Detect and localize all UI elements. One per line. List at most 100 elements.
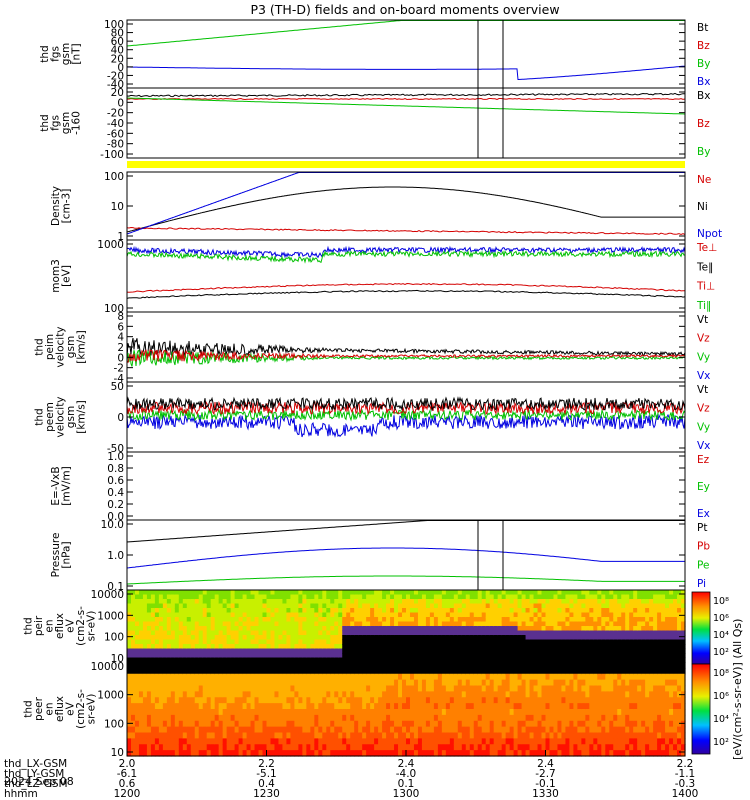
heatmap-cell bbox=[234, 673, 240, 681]
heatmap-cell bbox=[302, 635, 307, 641]
heatmap-cell bbox=[294, 603, 299, 609]
heatmap-cell bbox=[525, 603, 531, 609]
y-tick-label: 10000 bbox=[91, 661, 124, 673]
heatmap-cell bbox=[146, 657, 152, 663]
heatmap-cell bbox=[298, 703, 303, 710]
heatmap-cell bbox=[194, 644, 200, 650]
heatmap-cell bbox=[218, 599, 224, 605]
heatmap-cell bbox=[561, 697, 567, 704]
heatmap-cell bbox=[477, 639, 483, 645]
heatmap-cell bbox=[338, 732, 343, 739]
heatmap-cell bbox=[433, 590, 439, 596]
heatmap-cell bbox=[130, 673, 136, 681]
heatmap-cell bbox=[521, 685, 527, 692]
heatmap-cell bbox=[489, 594, 495, 600]
heatmap-cell bbox=[406, 608, 411, 614]
heatmap-cell bbox=[505, 608, 511, 614]
heatmap-cell bbox=[597, 590, 602, 596]
heatmap-cell bbox=[569, 621, 574, 627]
heatmap-cell bbox=[481, 679, 487, 687]
heatmap-cell bbox=[242, 612, 248, 618]
heatmap-cell bbox=[246, 626, 252, 632]
heatmap-cell bbox=[485, 612, 491, 618]
heatmap-cell bbox=[517, 653, 523, 659]
heatmap-cell bbox=[190, 673, 196, 681]
heatmap-cell bbox=[477, 726, 483, 734]
heatmap-cell bbox=[322, 709, 327, 716]
heatmap-cell bbox=[645, 732, 650, 739]
heatmap-cell bbox=[218, 673, 224, 681]
heatmap-cell bbox=[338, 679, 343, 687]
heatmap-cell bbox=[258, 603, 264, 609]
heatmap-cell bbox=[206, 667, 212, 675]
heatmap-cell bbox=[154, 599, 160, 605]
x-row-label: thd_LY-GSM bbox=[4, 768, 64, 780]
heatmap-cell bbox=[497, 657, 503, 663]
heatmap-cell bbox=[326, 644, 331, 650]
heatmap-cell bbox=[533, 697, 539, 704]
colorbar-tick-label: 10⁶ bbox=[713, 613, 729, 624]
heatmap-cell bbox=[469, 599, 475, 605]
heatmap-cell bbox=[577, 709, 582, 716]
heatmap-cell bbox=[138, 617, 144, 623]
heatmap-cell bbox=[525, 685, 531, 692]
heatmap-cell bbox=[286, 744, 292, 751]
heatmap-cell bbox=[581, 738, 586, 745]
heatmap-cell bbox=[633, 673, 638, 681]
heatmap-cell bbox=[146, 685, 152, 692]
heatmap-cell bbox=[346, 738, 351, 745]
heatmap-cell bbox=[274, 726, 280, 734]
heatmap-cell bbox=[370, 732, 375, 739]
heatmap-cell bbox=[493, 594, 499, 600]
heatmap-cell bbox=[374, 685, 379, 692]
heatmap-cell bbox=[593, 714, 598, 722]
heatmap-cell bbox=[170, 732, 176, 739]
heatmap-cell bbox=[127, 599, 132, 605]
heatmap-cell bbox=[581, 667, 586, 675]
heatmap-cell bbox=[242, 599, 248, 605]
heatmap-cell bbox=[465, 657, 471, 663]
heatmap-cell bbox=[198, 644, 204, 650]
heatmap-cell bbox=[553, 685, 559, 692]
heatmap-cell bbox=[314, 744, 319, 751]
heatmap-cell bbox=[174, 703, 180, 710]
heatmap-cell bbox=[505, 720, 511, 728]
heatmap-cell bbox=[489, 612, 495, 618]
heatmap-cell bbox=[409, 617, 415, 623]
heatmap-cell bbox=[154, 653, 160, 659]
heatmap-cell bbox=[298, 603, 303, 609]
heatmap-cell bbox=[130, 621, 136, 627]
heatmap-cell bbox=[557, 644, 563, 650]
heatmap-cell bbox=[641, 657, 646, 663]
heatmap-cell bbox=[286, 612, 292, 618]
heatmap-cell bbox=[589, 750, 594, 757]
heatmap-cell bbox=[581, 635, 586, 641]
heatmap-cell bbox=[202, 612, 208, 618]
heatmap-cell bbox=[433, 697, 439, 704]
heatmap-cell bbox=[621, 703, 626, 710]
heatmap-cell bbox=[374, 644, 379, 650]
heatmap-cell bbox=[282, 709, 288, 716]
heatmap-cell bbox=[274, 679, 280, 687]
heatmap-cell bbox=[473, 673, 479, 681]
heatmap-cell bbox=[330, 639, 335, 645]
heatmap-cell bbox=[541, 691, 547, 698]
heatmap-cell bbox=[330, 590, 335, 596]
heatmap-cell bbox=[549, 673, 555, 681]
heatmap-cell bbox=[306, 720, 311, 728]
heatmap-cell bbox=[561, 621, 567, 627]
heatmap-cell bbox=[258, 738, 264, 745]
heatmap-cell bbox=[282, 626, 288, 632]
heatmap-cell bbox=[330, 720, 335, 728]
heatmap-cell bbox=[286, 648, 292, 654]
heatmap-cell bbox=[425, 657, 431, 663]
heatmap-cell bbox=[246, 590, 252, 596]
heatmap-cell bbox=[625, 626, 630, 632]
heatmap-cell bbox=[406, 644, 411, 650]
heatmap-cell bbox=[290, 630, 295, 636]
heatmap-cell bbox=[505, 679, 511, 687]
heatmap-cell bbox=[413, 697, 419, 704]
heatmap-cell bbox=[266, 720, 272, 728]
heatmap-cell bbox=[250, 714, 256, 722]
